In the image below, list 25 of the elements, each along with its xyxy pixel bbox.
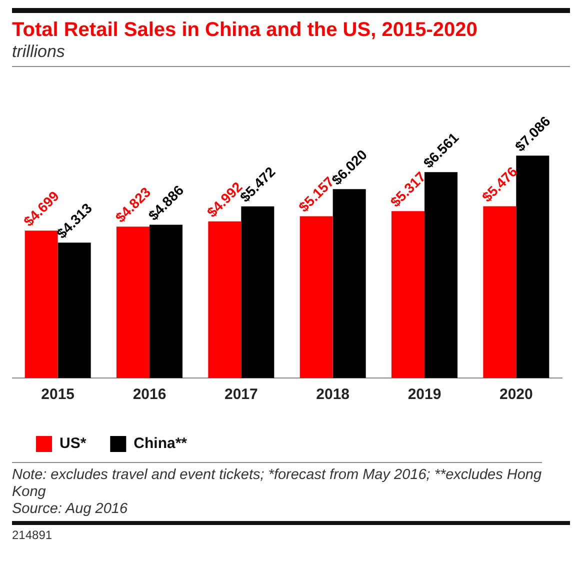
legend-label: US*	[60, 435, 86, 452]
bar	[516, 156, 550, 378]
x-tick-label: 2020	[499, 386, 533, 404]
text: Note: excludes travel and event tickets; *forecast from May 2016; **excludes Hong Kong	[12, 467, 542, 501]
bar	[392, 211, 424, 378]
bar	[241, 206, 274, 378]
x-tick-label: 2016	[132, 386, 166, 404]
source-note: Source: Aug 2016	[12, 501, 129, 518]
x-tick-label: 2017	[224, 386, 258, 404]
bar	[424, 172, 458, 378]
bar	[150, 224, 182, 378]
bar	[300, 216, 333, 378]
x-tick-label: 2015	[41, 386, 75, 404]
x-tick-label: 2019	[408, 386, 442, 404]
bar	[332, 189, 366, 378]
legend-label: China**	[134, 435, 188, 452]
bar	[58, 242, 91, 378]
bar	[116, 226, 150, 378]
bar	[483, 206, 516, 378]
text: 214891	[12, 528, 54, 542]
chart-subtitle: trillions	[12, 42, 66, 62]
chart-title: Total Retail Sales in China and the US, 2015-2020	[12, 19, 478, 42]
x-tick-label: 2018	[316, 386, 350, 404]
bar	[208, 221, 242, 378]
bar	[24, 230, 58, 378]
